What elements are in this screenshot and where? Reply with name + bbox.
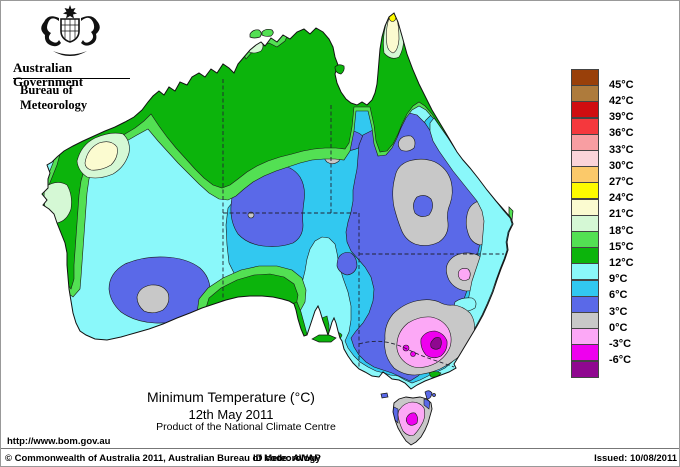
legend-color-swatch bbox=[571, 85, 599, 103]
legend-color-swatch bbox=[571, 312, 599, 329]
legend-label: 0°C bbox=[609, 321, 628, 334]
legend-color-swatch bbox=[571, 214, 599, 232]
legend-label: 12°C bbox=[609, 256, 634, 269]
legend-label: -6°C bbox=[609, 354, 632, 367]
legend-color-swatch bbox=[571, 279, 599, 297]
legend-color-swatch bbox=[571, 198, 599, 216]
legend-label: 39°C bbox=[609, 111, 634, 124]
legend-color-swatch bbox=[571, 328, 599, 346]
legend-color-swatch bbox=[571, 182, 599, 200]
map-date: 12th May 2011 bbox=[188, 407, 274, 422]
legend-label: 18°C bbox=[609, 224, 634, 237]
map-title: Minimum Temperature (°C) bbox=[147, 389, 315, 405]
temperature-legend: 45°C 42°C 39°C 36°C 33°C 30°C 27°C 24°C 21°C 18°C… bbox=[571, 69, 671, 381]
legend-color-swatch bbox=[571, 231, 599, 248]
bureau-title: Bureau of Meteorology bbox=[20, 83, 88, 112]
tasmania bbox=[392, 396, 433, 446]
legend-label: 42°C bbox=[609, 94, 634, 107]
legend-label: 30°C bbox=[609, 159, 634, 172]
legend-label: 33°C bbox=[609, 143, 634, 156]
id-code: ID code: AWAP bbox=[253, 453, 321, 464]
legend-label: 24°C bbox=[609, 192, 634, 205]
legend-label: 6°C bbox=[609, 289, 628, 302]
map-product-line: Product of the National Climate Centre bbox=[156, 421, 336, 433]
footer-divider bbox=[1, 448, 679, 449]
state-borders bbox=[222, 79, 504, 368]
header-divider bbox=[13, 78, 130, 79]
legend-color-swatch bbox=[571, 117, 599, 135]
offshore-islands bbox=[249, 28, 514, 400]
legend-label: 27°C bbox=[609, 175, 634, 188]
legend-color-swatch bbox=[571, 360, 599, 378]
legend-color-swatch bbox=[571, 344, 599, 362]
legend-label: 45°C bbox=[609, 78, 634, 91]
copyright-text: © Commonwealth of Australia 2011, Austra… bbox=[5, 453, 321, 464]
legend-color-swatch bbox=[571, 247, 599, 265]
legend-label: 36°C bbox=[609, 127, 634, 140]
mainland-temperature-regions bbox=[42, 13, 513, 389]
legend-label: 15°C bbox=[609, 240, 634, 253]
legend-label: -3°C bbox=[609, 337, 632, 350]
bom-url: http://www.bom.gov.au bbox=[7, 436, 111, 447]
legend-color-swatch bbox=[571, 133, 599, 151]
legend-label: 9°C bbox=[609, 273, 628, 286]
legend-label: 21°C bbox=[609, 208, 634, 221]
legend-color-swatch bbox=[571, 263, 599, 281]
legend-color-swatch bbox=[571, 150, 599, 167]
legend-color-swatch bbox=[571, 101, 599, 119]
legend-color-swatch bbox=[571, 69, 599, 86]
issued-date: Issued: 10/08/2011 bbox=[594, 453, 677, 464]
legend-color-swatch bbox=[571, 166, 599, 184]
mainland-coastline bbox=[41, 12, 514, 390]
legend-label: 3°C bbox=[609, 305, 628, 318]
coat-of-arms-icon bbox=[41, 5, 100, 56]
legend-color-swatch bbox=[571, 295, 599, 313]
